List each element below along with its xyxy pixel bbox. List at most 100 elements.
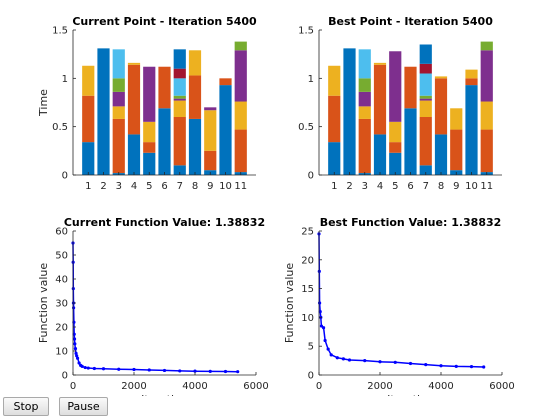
- y-tick-label: 0.5: [52, 122, 68, 133]
- bar-segment: [434, 134, 448, 175]
- data-point: [236, 370, 240, 374]
- chart-title: Best Function Value: 1.38832: [320, 216, 502, 229]
- bar-segment: [112, 49, 125, 79]
- bar-segment: [112, 91, 125, 107]
- bar-segment: [389, 51, 402, 122]
- data-point: [341, 357, 345, 361]
- bar-segment: [419, 73, 432, 96]
- series-line: [318, 233, 484, 368]
- data-point: [75, 354, 79, 358]
- x-tick-label: 6: [161, 181, 167, 192]
- bar-segment: [434, 76, 448, 79]
- y-tick-label: 0: [308, 171, 314, 182]
- y-tick-label: 10: [55, 347, 68, 358]
- x-tick-label: 7: [177, 181, 183, 192]
- data-point: [347, 358, 352, 362]
- x-tick-label: 3: [116, 181, 122, 192]
- pause-button[interactable]: Pause: [59, 397, 108, 416]
- bar-segment: [143, 152, 156, 175]
- y-tick-label: 0: [308, 371, 314, 382]
- data-point: [117, 367, 121, 371]
- data-point: [323, 338, 327, 343]
- y-tick-label: 30: [55, 299, 68, 310]
- data-point: [73, 347, 78, 351]
- bar-segment: [234, 50, 247, 102]
- data-point: [329, 353, 333, 357]
- x-tick-label: 2000: [367, 381, 392, 392]
- bar-segment: [419, 98, 432, 101]
- bar-segment: [188, 75, 202, 119]
- bar-segment: [389, 121, 402, 143]
- bar-segment: [127, 134, 141, 175]
- bar-segment: [112, 106, 125, 119]
- x-tick-label: 10: [219, 181, 232, 192]
- bar-segment: [465, 69, 478, 79]
- data-point: [378, 360, 382, 364]
- plot-area: [319, 231, 502, 375]
- x-tick-label: 9: [453, 181, 459, 192]
- data-point: [72, 337, 77, 341]
- data-point: [454, 364, 458, 368]
- bar-segment: [188, 50, 202, 76]
- data-point: [408, 361, 413, 366]
- bar-segment: [112, 78, 125, 92]
- x-tick-label: 8: [192, 181, 198, 192]
- x-tick-label: 2: [100, 181, 106, 192]
- bar-segment: [173, 100, 186, 117]
- data-point: [72, 306, 76, 310]
- y-tick-label: 0: [62, 371, 68, 382]
- bar-segment: [343, 48, 356, 175]
- data-point: [208, 369, 212, 373]
- x-tick-label: 1: [85, 181, 91, 192]
- bar-segment: [358, 91, 371, 107]
- bar-segment: [465, 85, 478, 175]
- y-tick-label: 1: [308, 74, 314, 85]
- x-axis-label: Iteration: [141, 393, 188, 396]
- x-tick-label: 11: [480, 181, 493, 192]
- data-point: [318, 301, 322, 305]
- bar-segment: [419, 117, 432, 166]
- bar-segment: [234, 41, 247, 51]
- y-tick-label: 0.5: [298, 122, 314, 133]
- data-point: [469, 365, 474, 369]
- bar-segment: [373, 64, 387, 135]
- chart-4: Best Function Value: 1.38832 0 5 10 15 20 25 0 2…: [283, 216, 515, 396]
- data-point: [83, 365, 87, 370]
- y-tick-label: 50: [55, 251, 68, 262]
- data-point: [74, 351, 78, 355]
- x-tick-label: 5: [146, 181, 152, 192]
- chart-title: Best Point - Iteration 5400: [328, 15, 493, 28]
- bar-segment: [389, 152, 402, 175]
- data-point: [193, 369, 197, 373]
- data-point: [72, 332, 76, 336]
- y-tick-label: 60: [55, 227, 68, 238]
- bar-segment: [127, 62, 141, 65]
- x-tick-label: 4000: [428, 381, 453, 392]
- data-point: [92, 366, 96, 371]
- bar-segment: [173, 49, 186, 69]
- x-tick-label: 3: [362, 181, 368, 192]
- x-tick-label: 8: [438, 181, 444, 192]
- bar-segment: [404, 108, 417, 175]
- bar-segment: [373, 134, 387, 175]
- bar-segment: [234, 129, 247, 173]
- bar-segment: [82, 95, 95, 143]
- x-tick-label: 6: [407, 181, 413, 192]
- y-tick-label: 25: [301, 227, 314, 238]
- y-axis-label: Function value: [37, 263, 50, 344]
- x-tick-label: 2000: [121, 381, 146, 392]
- bar-segment: [173, 117, 186, 166]
- bar-segment: [112, 118, 125, 174]
- data-point: [77, 361, 81, 365]
- data-point: [86, 366, 90, 370]
- stop-button[interactable]: Stop: [3, 397, 49, 416]
- bar-segment: [450, 108, 463, 130]
- x-tick-label: 9: [207, 181, 213, 192]
- data-point: [326, 347, 330, 351]
- bar-segment: [358, 49, 371, 79]
- bar-segment: [389, 142, 402, 153]
- data-point: [439, 364, 443, 368]
